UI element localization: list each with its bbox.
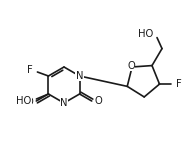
Text: O: O	[25, 97, 33, 107]
Text: HO: HO	[138, 29, 153, 39]
Text: F: F	[27, 65, 32, 75]
Text: N: N	[60, 99, 68, 108]
Text: O: O	[127, 61, 135, 71]
Text: HO: HO	[16, 96, 31, 106]
Text: F: F	[176, 79, 182, 89]
Text: O: O	[95, 96, 102, 106]
Text: N: N	[76, 70, 83, 81]
